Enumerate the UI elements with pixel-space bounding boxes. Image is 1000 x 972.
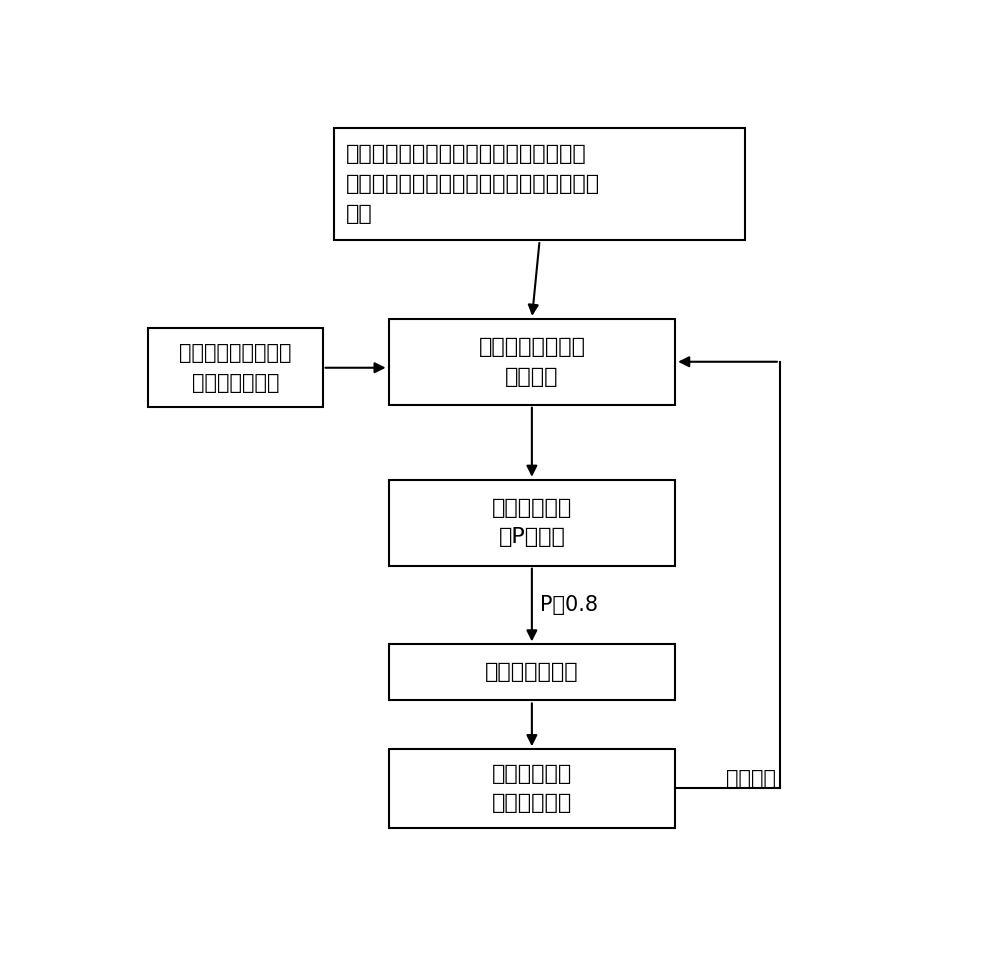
FancyBboxPatch shape	[148, 329, 323, 407]
FancyBboxPatch shape	[334, 128, 745, 240]
Text: 获取锅炉房环境与锅炉运行参数数据和锅
炉返料器堵塞临界值，建立返料器堵塞误差
率表: 获取锅炉房环境与锅炉运行参数数据和锅 炉返料器堵塞临界值，建立返料器堵塞误差 率…	[346, 145, 600, 224]
Text: 正确结果: 正确结果	[726, 769, 776, 789]
Text: P＞0.8: P＞0.8	[540, 595, 598, 614]
Text: 中控台报警提示: 中控台报警提示	[485, 662, 579, 682]
Text: 工作人员确认
返料器未堵塞: 工作人员确认 返料器未堵塞	[492, 764, 572, 814]
Text: 电子传感器获取实时
锅炉返料器数据: 电子传感器获取实时 锅炉返料器数据	[179, 343, 292, 393]
Text: 决策树系统判
断P值大小: 决策树系统判 断P值大小	[492, 498, 572, 547]
FancyBboxPatch shape	[388, 319, 675, 404]
FancyBboxPatch shape	[388, 644, 675, 701]
FancyBboxPatch shape	[388, 479, 675, 566]
Text: 建立决策树系统和
对照系统: 建立决策树系统和 对照系统	[478, 337, 585, 387]
FancyBboxPatch shape	[388, 749, 675, 828]
